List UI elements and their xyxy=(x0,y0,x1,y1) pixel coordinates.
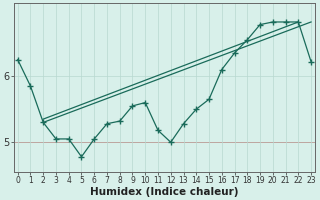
X-axis label: Humidex (Indice chaleur): Humidex (Indice chaleur) xyxy=(90,187,239,197)
